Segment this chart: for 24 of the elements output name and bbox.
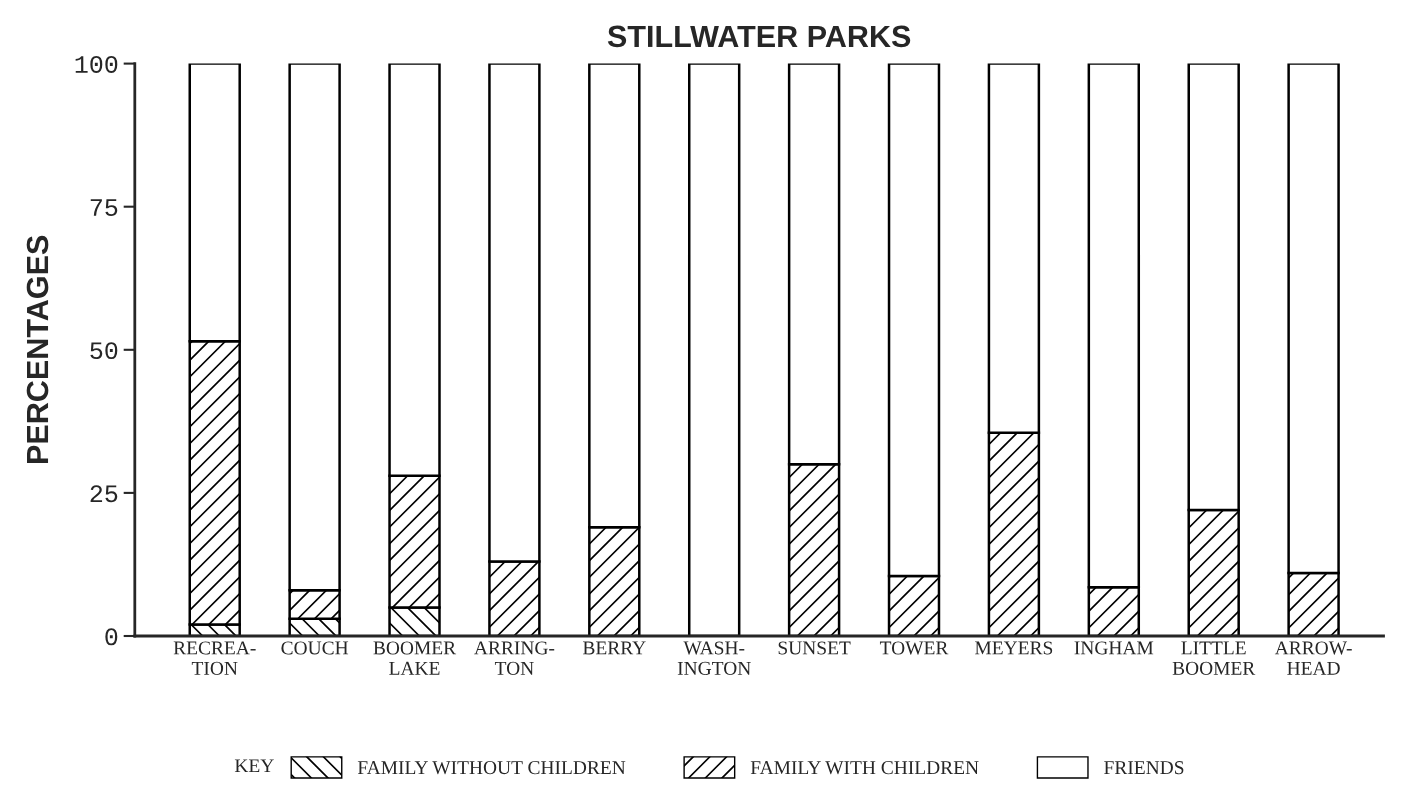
- bar: [687, 63, 741, 636]
- y-tick-label: 50: [90, 342, 118, 360]
- x-tick-label: TOWER: [879, 641, 949, 655]
- legend-label: FRIENDS: [1104, 761, 1184, 775]
- x-tick-label: COUCH: [281, 641, 349, 655]
- legend-label: FAMILY WITH CHILDREN: [750, 761, 979, 775]
- y-tick-label: 25: [90, 485, 118, 503]
- y-axis-title: PERCENTAGES: [26, 235, 49, 463]
- x-tick-label: INGHAM: [1074, 641, 1154, 655]
- x-tick-label: BERRY: [582, 641, 646, 655]
- x-tick-label: RECREA- TION: [173, 641, 256, 675]
- x-tick-label: MEYERS: [975, 641, 1053, 655]
- x-tick-label: LITTLE BOOMER: [1172, 641, 1256, 675]
- y-tick-label: 100: [75, 55, 118, 73]
- x-tick-label: WASH- INGTON: [677, 641, 751, 675]
- chart-title: STILLWATER PARKS: [607, 25, 911, 48]
- y-tick-label: 0: [105, 628, 118, 646]
- x-tick-label: BOOMER LAKE: [373, 641, 457, 675]
- x-tick-label: SUNSET: [778, 641, 851, 655]
- legend-title: KEY: [234, 759, 274, 773]
- x-tick-label: ARRING- TON: [474, 641, 555, 675]
- legend-label: FAMILY WITHOUT CHILDREN: [357, 761, 626, 775]
- y-tick-label: 75: [90, 199, 118, 216]
- x-tick-label: ARROW- HEAD: [1274, 641, 1352, 675]
